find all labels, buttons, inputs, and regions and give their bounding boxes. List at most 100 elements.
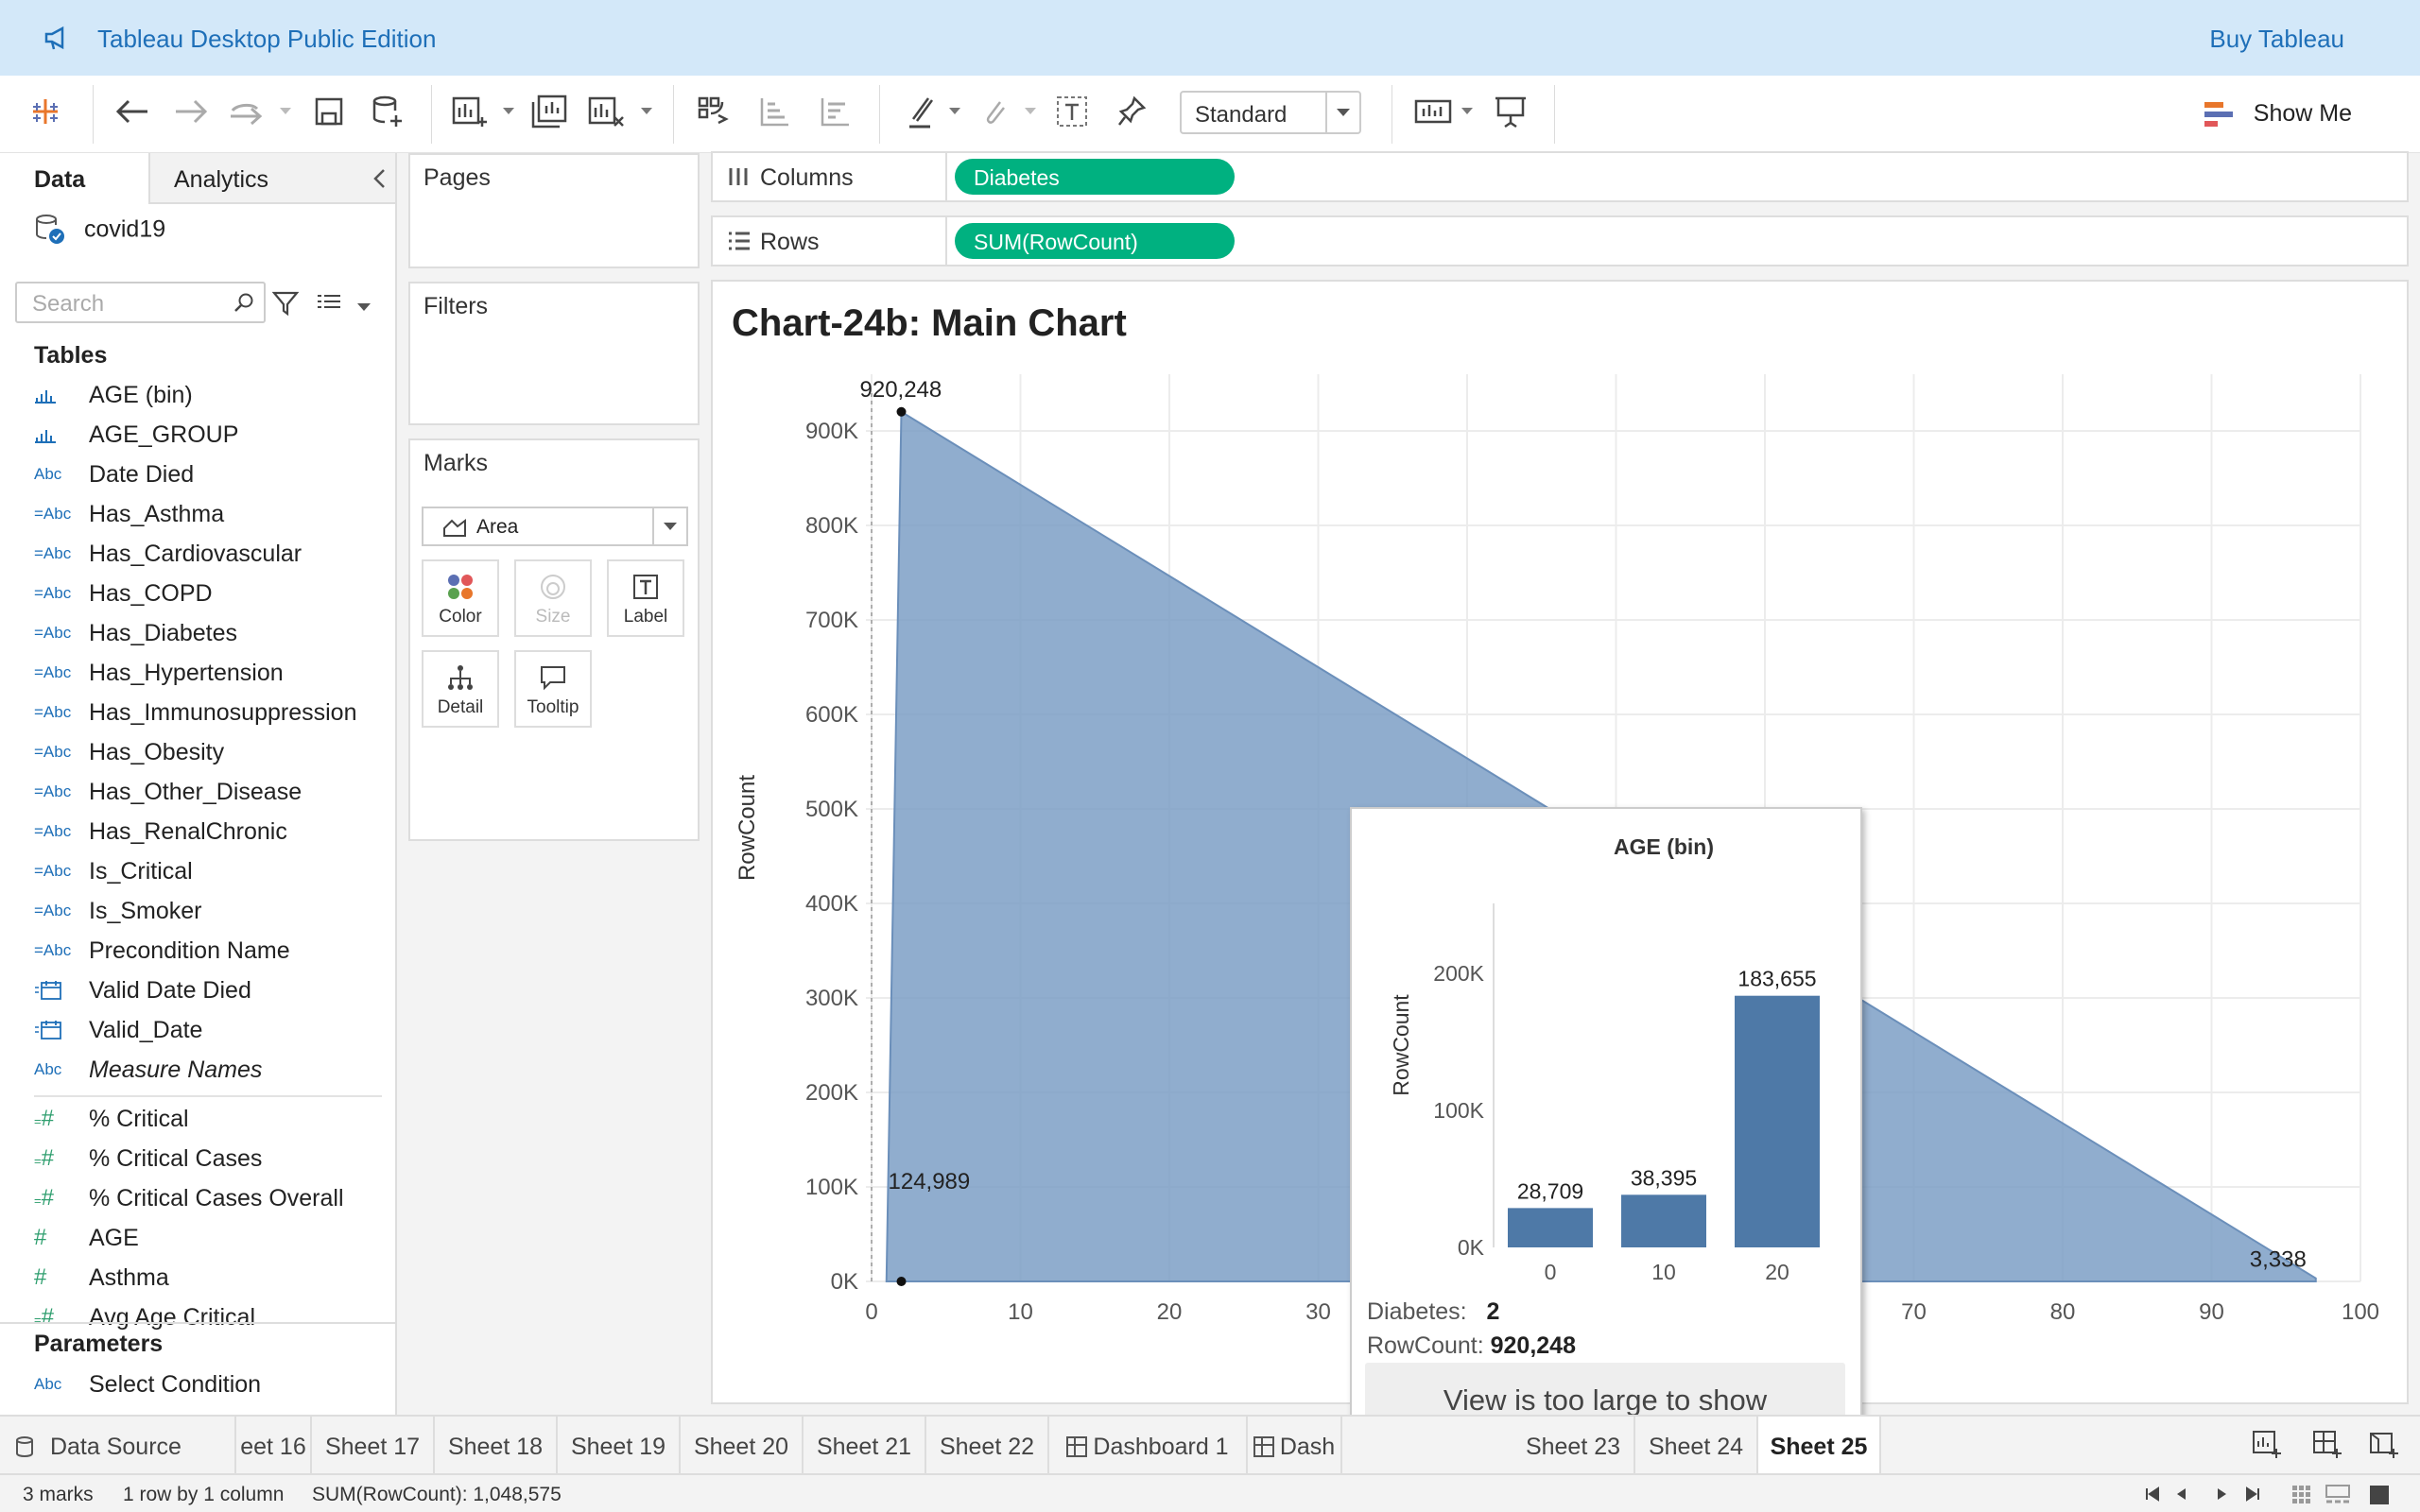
duplicate-sheet-icon[interactable] bbox=[529, 91, 571, 132]
presentation-mode-icon[interactable] bbox=[1490, 91, 1531, 132]
new-story-tab-icon[interactable] bbox=[2369, 1430, 2399, 1460]
replay-icon[interactable] bbox=[227, 91, 268, 132]
mark-type-select[interactable]: Area bbox=[422, 507, 688, 546]
columns-pill-diabetes[interactable]: Diabetes bbox=[955, 159, 1235, 195]
field-item[interactable]: =Abc Precondition Name bbox=[34, 936, 290, 972]
first-sheet-icon[interactable] bbox=[2144, 1486, 2161, 1502]
calculated-string-field-icon: =Abc bbox=[34, 703, 72, 722]
tooltip-label: Tooltip bbox=[527, 697, 579, 717]
field-item[interactable]: =Abc Has_Other_Disease bbox=[34, 778, 302, 814]
fit-mode-select[interactable]: Standard bbox=[1180, 91, 1361, 134]
field-item[interactable]: =# % Critical bbox=[34, 1105, 189, 1141]
sheet-tab[interactable]: Sheet 23 bbox=[1512, 1417, 1635, 1473]
last-sheet-icon[interactable] bbox=[2244, 1486, 2261, 1502]
filters-shelf[interactable]: Filters bbox=[408, 282, 700, 425]
field-item[interactable]: =Abc Has_Cardiovascular bbox=[34, 540, 302, 576]
show-cards-icon[interactable] bbox=[1412, 91, 1454, 132]
calculated-string-field-icon: =Abc bbox=[34, 544, 72, 563]
field-item[interactable]: =Abc Has_Hypertension bbox=[34, 659, 284, 695]
field-item[interactable]: =Abc Has_COPD bbox=[34, 579, 213, 615]
sheet-tab[interactable]: Dash bbox=[1248, 1417, 1342, 1473]
sheet-tab[interactable]: Sheet 19 bbox=[558, 1417, 681, 1473]
next-sheet-icon[interactable] bbox=[2216, 1486, 2229, 1502]
size-button[interactable]: Size bbox=[514, 559, 592, 637]
show-me-icon[interactable] bbox=[2204, 100, 2235, 129]
previous-sheet-icon[interactable] bbox=[2174, 1486, 2187, 1502]
tooltip-button[interactable]: Tooltip bbox=[514, 650, 592, 728]
sheet-tab[interactable]: Sheet 20 bbox=[681, 1417, 804, 1473]
sheet-title: Chart-24b: Main Chart bbox=[732, 302, 1127, 344]
chevron-down-icon[interactable] bbox=[1325, 93, 1359, 132]
field-item[interactable]: =Abc Has_Immunosuppression bbox=[34, 698, 356, 734]
sheet-tab[interactable]: Sheet 22 bbox=[926, 1417, 1049, 1473]
fix-axes-icon[interactable] bbox=[1112, 91, 1153, 132]
sheet-tab[interactable]: Sheet 25 bbox=[1758, 1417, 1881, 1473]
pages-shelf[interactable]: Pages bbox=[408, 153, 700, 268]
tab-data[interactable]: Data bbox=[0, 153, 148, 204]
view-options-icon[interactable] bbox=[316, 293, 342, 314]
new-worksheet-icon[interactable] bbox=[450, 91, 492, 132]
undo-icon[interactable] bbox=[112, 91, 153, 132]
new-datasource-icon[interactable] bbox=[367, 91, 408, 132]
color-button[interactable]: Color bbox=[422, 559, 499, 637]
rows-pill-sum-rowcount[interactable]: SUM(RowCount) bbox=[955, 223, 1235, 259]
sheet-tab[interactable]: eet 16 bbox=[236, 1417, 312, 1473]
field-item[interactable]: Valid Date Died bbox=[34, 976, 251, 1012]
field-item[interactable]: # AGE bbox=[34, 1224, 139, 1260]
sort-descending-icon[interactable] bbox=[815, 91, 856, 132]
parameters-heading: Parameters bbox=[34, 1331, 164, 1357]
filter-fields-icon[interactable] bbox=[272, 290, 299, 317]
megaphone-icon[interactable] bbox=[43, 25, 72, 51]
field-item[interactable]: =Abc Is_Smoker bbox=[34, 897, 201, 933]
collapse-pane-icon[interactable] bbox=[372, 168, 386, 189]
label-button[interactable]: Label bbox=[607, 559, 684, 637]
chevron-down-icon[interactable] bbox=[652, 508, 686, 544]
field-item[interactable]: Valid_Date bbox=[34, 1016, 202, 1052]
field-item[interactable]: =Abc Has_Obesity bbox=[34, 738, 224, 774]
sheet-tab[interactable]: Sheet 18 bbox=[435, 1417, 558, 1473]
sheet-tab[interactable]: Sheet 21 bbox=[804, 1417, 926, 1473]
mark-type-value: Area bbox=[476, 516, 519, 538]
field-item[interactable]: =Abc Has_Asthma bbox=[34, 500, 224, 536]
detail-button[interactable]: Detail bbox=[422, 650, 499, 728]
field-item[interactable]: =# Avg Age Critical bbox=[34, 1303, 255, 1339]
field-item[interactable]: =Abc Is_Critical bbox=[34, 857, 193, 893]
field-item[interactable]: Abc Date Died bbox=[34, 460, 194, 496]
field-item[interactable]: AGE (bin) bbox=[34, 381, 193, 417]
tab-data-source[interactable]: Data Source bbox=[0, 1417, 236, 1473]
swap-rows-columns-icon[interactable] bbox=[692, 91, 734, 132]
filmstrip-view-icon[interactable] bbox=[2325, 1485, 2350, 1505]
rows-shelf[interactable]: Rows SUM(RowCount) bbox=[711, 215, 2409, 266]
columns-shelf[interactable]: Columns Diabetes bbox=[711, 151, 2409, 202]
field-item[interactable]: =Abc Has_Diabetes bbox=[34, 619, 237, 655]
new-dashboard-tab-icon[interactable] bbox=[2312, 1430, 2342, 1460]
clear-sheet-icon[interactable] bbox=[586, 91, 628, 132]
datasource-item[interactable]: covid19 bbox=[34, 214, 165, 246]
redo-icon[interactable] bbox=[170, 91, 212, 132]
group-members-icon[interactable] bbox=[974, 91, 1015, 132]
sorter-view-icon[interactable] bbox=[2291, 1485, 2312, 1505]
show-mark-labels-icon[interactable] bbox=[1051, 91, 1093, 132]
sort-ascending-icon[interactable] bbox=[754, 91, 796, 132]
sheet-tab[interactable]: Sheet 17 bbox=[312, 1417, 435, 1473]
show-me-button[interactable]: Show Me bbox=[2253, 100, 2352, 127]
tableau-logo-icon[interactable] bbox=[25, 91, 66, 132]
field-item[interactable]: Abc Measure Names bbox=[34, 1056, 262, 1091]
view-options-caret-icon[interactable] bbox=[357, 303, 371, 311]
field-item[interactable]: =Abc Has_RenalChronic bbox=[34, 817, 287, 853]
field-item[interactable]: =# % Critical Cases Overall bbox=[34, 1184, 344, 1220]
tooltip-x-tick-label: 0 bbox=[1545, 1260, 1557, 1281]
search-input[interactable]: Search bbox=[15, 282, 266, 323]
buy-tableau-link[interactable]: Buy Tableau bbox=[2209, 25, 2344, 53]
field-item[interactable]: # Asthma bbox=[34, 1263, 169, 1299]
highlight-icon[interactable] bbox=[900, 91, 942, 132]
tab-view-icon[interactable] bbox=[2369, 1485, 2390, 1505]
field-item[interactable]: Abc Select Condition bbox=[34, 1370, 261, 1406]
sheet-tab[interactable]: Sheet 24 bbox=[1635, 1417, 1758, 1473]
new-worksheet-tab-icon[interactable] bbox=[2252, 1430, 2282, 1460]
field-item[interactable]: AGE_GROUP bbox=[34, 421, 238, 456]
tab-analytics[interactable]: Analytics bbox=[148, 153, 395, 204]
sheet-tab[interactable]: Dashboard 1 bbox=[1049, 1417, 1248, 1473]
field-item[interactable]: =# % Critical Cases bbox=[34, 1144, 262, 1180]
save-icon[interactable] bbox=[308, 91, 350, 132]
